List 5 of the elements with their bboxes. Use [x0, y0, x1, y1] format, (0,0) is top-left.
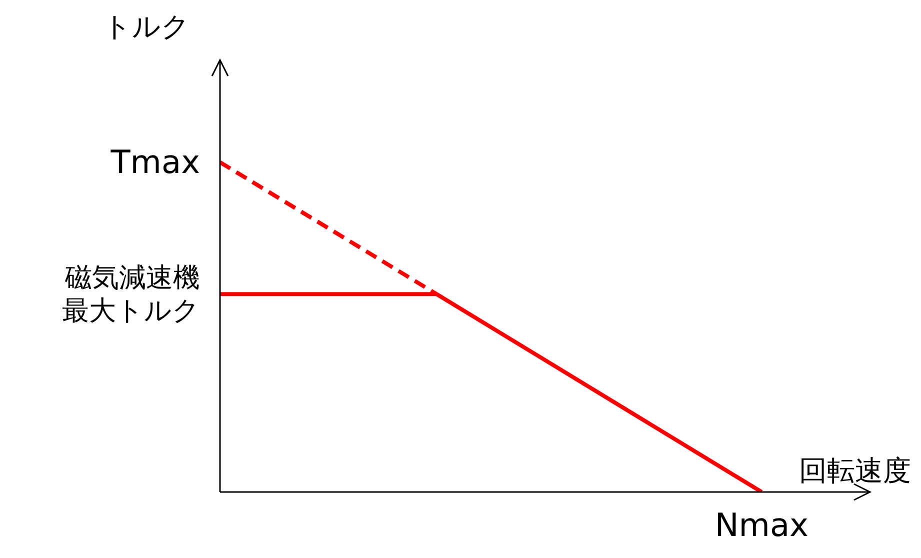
- text: Tmax: [110, 143, 200, 182]
- x-axis-title: 回転速度: [799, 454, 911, 487]
- text: 磁気減速機最大トルク: [62, 262, 200, 326]
- y-axis-title: トルク: [103, 10, 190, 43]
- annotation: Nmax: [714, 506, 808, 544]
